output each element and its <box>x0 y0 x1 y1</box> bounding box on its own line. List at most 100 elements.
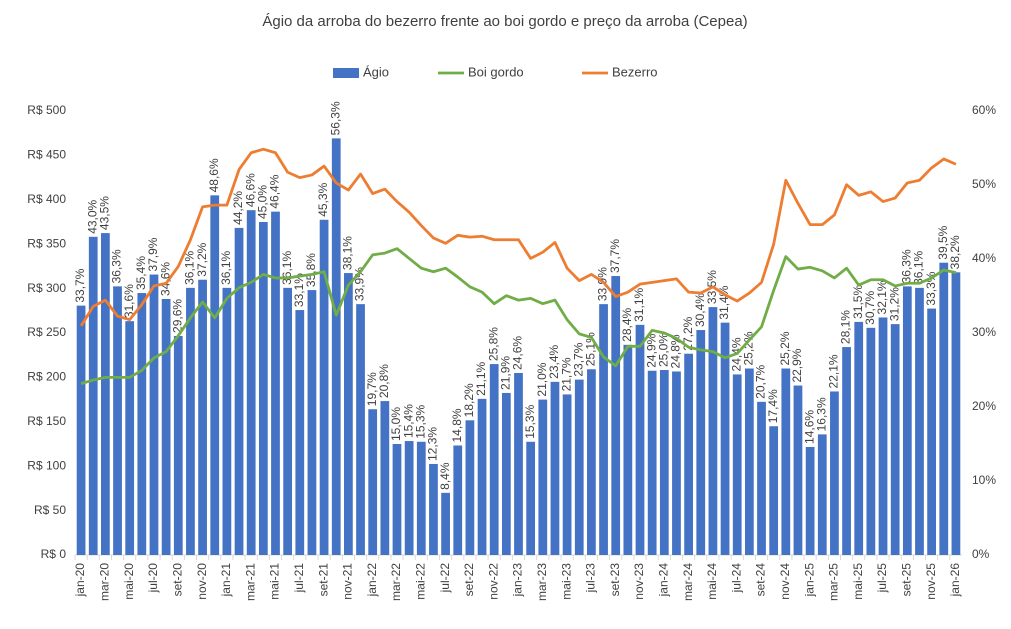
bar-value-label: 29,6% <box>170 299 184 333</box>
bar <box>866 327 876 555</box>
bar <box>477 398 487 555</box>
y2-tick-label: 30% <box>972 325 996 339</box>
bar-value-label: 31,1% <box>632 288 646 322</box>
bar <box>915 287 924 555</box>
y-tick-label: R$ 450 <box>27 148 66 162</box>
x-tick-label: mai-20 <box>122 563 136 600</box>
bar-value-label: 31,5% <box>851 285 865 319</box>
bar-value-label: 14,8% <box>450 408 464 442</box>
bar <box>611 276 621 555</box>
bar-value-label: 33,9% <box>596 267 610 301</box>
bar-value-label: 35,8% <box>304 253 318 287</box>
x-tick-label: jan-24 <box>656 563 670 598</box>
bar-value-label: 36,1% <box>912 251 926 285</box>
x-tick-label: mai-23 <box>559 563 573 600</box>
bar-value-label: 27,2% <box>681 316 695 350</box>
bar-value-label: 37,9% <box>146 237 160 271</box>
bar-value-label: 20,8% <box>377 364 391 398</box>
x-tick-label: jul-21 <box>292 563 306 594</box>
bar-value-label: 46,6% <box>243 173 257 207</box>
bar-value-label: 28,1% <box>839 310 853 344</box>
bar-value-label: 22,9% <box>790 348 804 382</box>
bar-value-label: 20,7% <box>754 364 768 398</box>
bar-value-label: 35,4% <box>134 256 148 290</box>
y2-tick-label: 0% <box>972 547 990 561</box>
bar-value-label: 37,2% <box>195 242 209 276</box>
bar-value-label: 31,6% <box>122 284 136 318</box>
bar-value-label: 16,3% <box>814 397 828 431</box>
bar-value-label: 22,1% <box>827 354 841 388</box>
bar <box>696 330 706 555</box>
bar-value-label: 32,1% <box>875 280 889 314</box>
bar <box>550 381 560 555</box>
bar-value-label: 44,2% <box>231 191 245 225</box>
y2-tick-label: 20% <box>972 399 996 413</box>
bar-value-label: 37,7% <box>608 239 622 273</box>
bar-value-label: 25,0% <box>656 333 670 367</box>
bar <box>927 308 936 555</box>
x-tick-label: set-23 <box>608 563 622 597</box>
bar <box>283 287 293 555</box>
bar <box>854 321 864 555</box>
bar <box>526 441 536 555</box>
x-tick-label: jul-23 <box>584 563 598 594</box>
bar <box>489 364 499 555</box>
bar <box>101 233 110 555</box>
bar <box>307 290 317 555</box>
bar-value-label: 36,1% <box>219 251 233 285</box>
bar <box>757 401 766 555</box>
bar-value-label: 21,0% <box>535 362 549 396</box>
bar <box>453 445 463 555</box>
bar-value-label: 36,3% <box>110 249 124 283</box>
bar-value-label: 15,3% <box>413 404 427 438</box>
x-tick-label: jul-25 <box>875 563 889 594</box>
bar <box>368 409 378 555</box>
bar <box>501 392 511 555</box>
x-tick-label: jan-22 <box>365 563 379 598</box>
bar <box>878 317 888 555</box>
bar <box>125 321 135 555</box>
bar <box>902 286 912 555</box>
x-tick-label: nov-22 <box>486 563 500 600</box>
bar <box>222 287 232 555</box>
y-tick-label: R$ 350 <box>27 236 66 250</box>
bar <box>793 385 803 555</box>
bar <box>514 372 523 555</box>
bar-value-label: 36,1% <box>183 251 197 285</box>
bar-value-label: 25,2% <box>778 331 792 365</box>
bar-value-label: 21,9% <box>499 356 513 390</box>
legend-label: Boi gordo <box>468 64 524 79</box>
bar <box>344 273 353 555</box>
x-tick-label: mai-25 <box>851 563 865 600</box>
bar-value-label: 43,5% <box>98 196 112 230</box>
bar-value-label: 30,4% <box>693 293 707 327</box>
legend-label: Ágio <box>363 64 389 79</box>
x-tick-label: nov-23 <box>632 563 646 600</box>
bar-value-label: 17,4% <box>766 389 780 423</box>
bar <box>295 310 305 555</box>
bar <box>951 272 961 555</box>
bar <box>562 394 572 555</box>
bar <box>842 347 851 555</box>
bar <box>210 195 220 556</box>
bar <box>331 138 341 555</box>
x-tick-label: nov-21 <box>341 563 355 600</box>
bar <box>198 279 207 555</box>
bar <box>234 227 244 556</box>
bar-value-label: 45,3% <box>316 182 330 216</box>
x-tick-label: jan-26 <box>948 563 962 598</box>
bar-value-label: 21,7% <box>559 357 573 391</box>
bar-value-label: 21,1% <box>474 362 488 396</box>
bar <box>76 305 86 555</box>
legend-swatch <box>333 68 359 78</box>
bar-value-label: 24,9% <box>644 333 658 367</box>
bar <box>246 210 256 555</box>
x-tick-label: mar-23 <box>535 563 549 601</box>
bar-value-label: 45,0% <box>256 185 270 219</box>
bar <box>720 322 730 555</box>
bar-value-label: 33,7% <box>73 268 87 302</box>
bar <box>380 401 390 555</box>
y-tick-label: R$ 50 <box>34 503 66 517</box>
bar-value-label: 31,2% <box>887 287 901 321</box>
